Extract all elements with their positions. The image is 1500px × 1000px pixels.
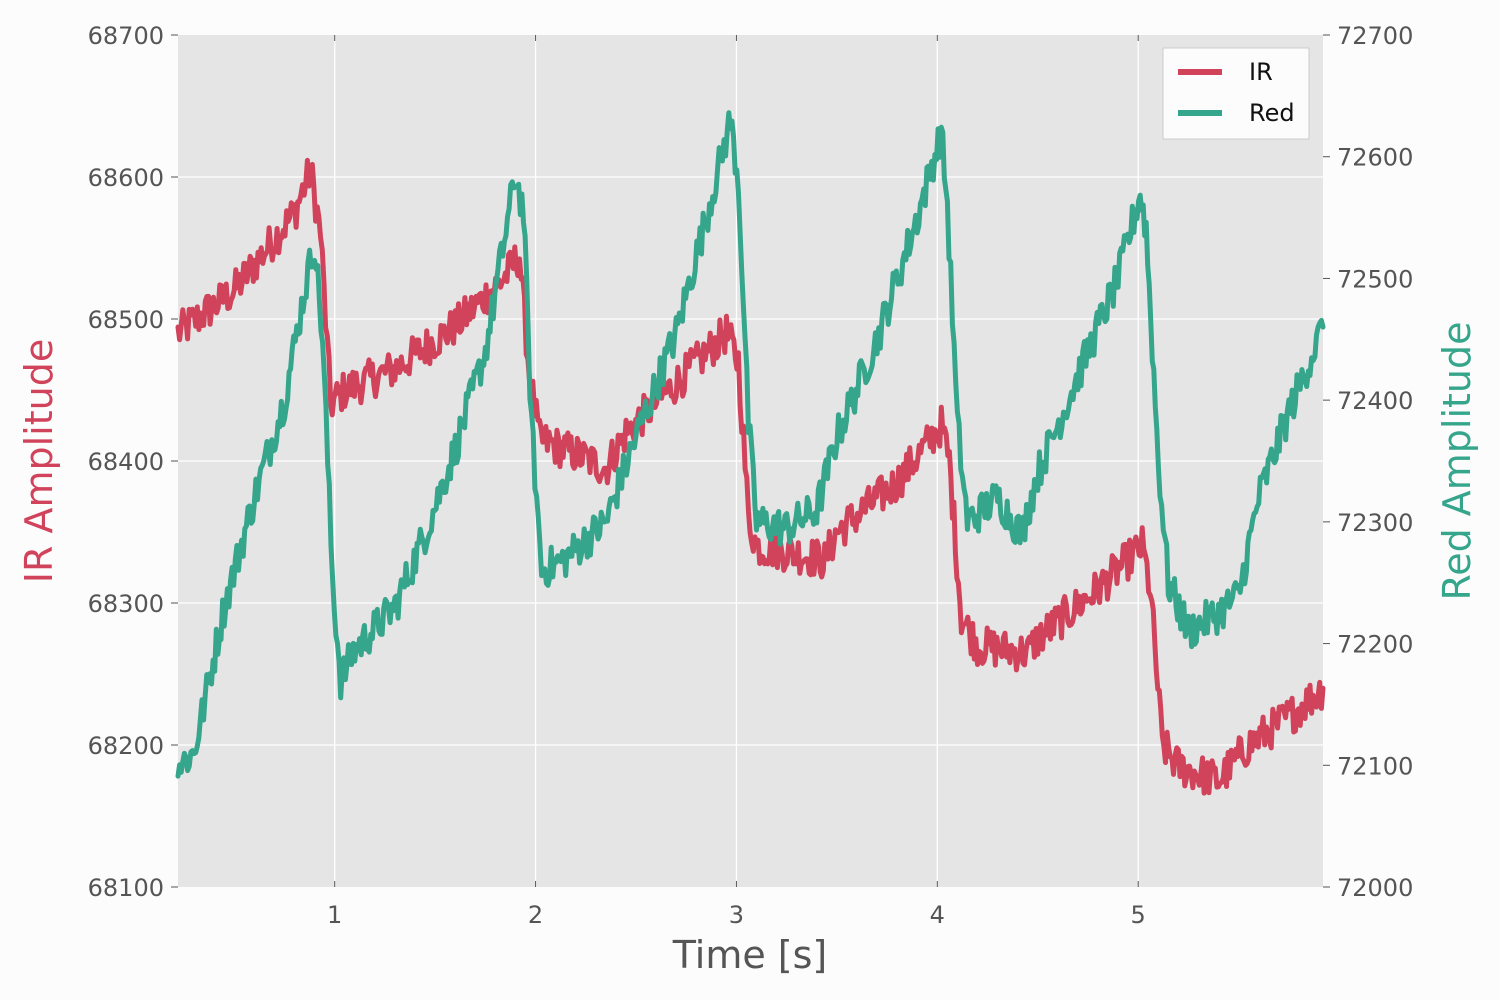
tick-labels: 1 2 3 4 5 68100 68200 68300 68400 68500 68600 68700…: [88, 22, 1414, 929]
series-line-red: [175, 110, 1326, 779]
right-y-axis-title: Red Amplitude: [1435, 321, 1479, 600]
legend-label-red: Red: [1249, 99, 1295, 127]
x-tick-label: 3: [729, 901, 744, 929]
left-y-tick-label: 68700: [88, 22, 164, 50]
right-y-tick-label: 72200: [1337, 631, 1413, 659]
left-y-axis-title: IR Amplitude: [17, 339, 61, 583]
right-y-tick-label: 72400: [1337, 387, 1413, 415]
x-tick-label: 1: [327, 901, 342, 929]
x-tick-label: 2: [528, 901, 543, 929]
left-y-tick-label: 68300: [88, 590, 164, 618]
axis-ticks: [171, 34, 1330, 888]
right-y-tick-label: 72700: [1337, 22, 1413, 50]
legend: IR Red: [1162, 47, 1310, 140]
series-line-ir: [175, 157, 1326, 796]
left-y-tick-label: 68100: [88, 874, 164, 902]
left-y-tick-label: 68500: [88, 306, 164, 334]
series-layer: [175, 110, 1326, 796]
legend-label-ir: IR: [1249, 58, 1273, 86]
left-y-tick-label: 68600: [88, 164, 164, 192]
x-axis-title: Time [s]: [672, 933, 828, 977]
right-y-tick-label: 72600: [1337, 144, 1413, 172]
right-y-tick-label: 72500: [1337, 265, 1413, 293]
legend-box: [1162, 47, 1310, 140]
right-y-tick-label: 72300: [1337, 509, 1413, 537]
x-tick-label: 4: [930, 901, 945, 929]
left-y-tick-label: 68200: [88, 732, 164, 760]
x-tick-label: 5: [1131, 901, 1146, 929]
right-y-tick-label: 72100: [1337, 752, 1413, 780]
left-y-tick-label: 68400: [88, 448, 164, 476]
right-y-tick-label: 72000: [1337, 874, 1413, 902]
